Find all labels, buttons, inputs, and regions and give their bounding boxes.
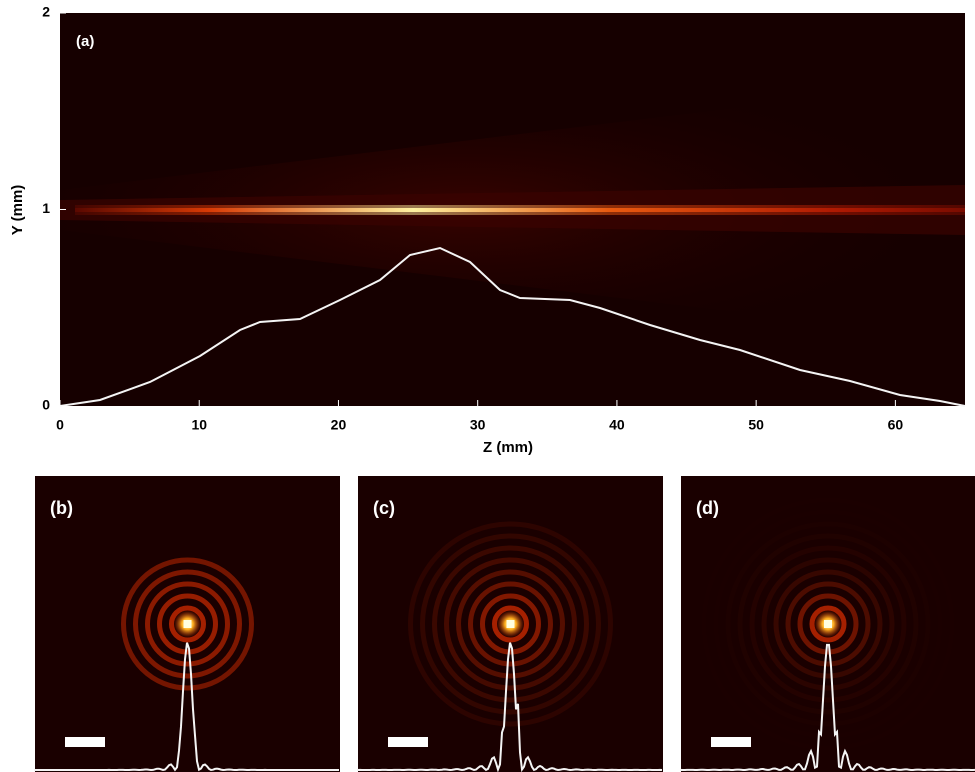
figure: (a) Z (mm) Y (mm) 0 10 20 30 40 50 60 0 1 2 (b) (c… bbox=[0, 0, 975, 772]
x-tick-label: 10 bbox=[191, 417, 207, 433]
panel-label: (b) bbox=[50, 498, 73, 518]
x-tick-label: 50 bbox=[748, 417, 764, 433]
central-spot-core bbox=[184, 620, 192, 628]
x-tick-label: 40 bbox=[609, 417, 625, 433]
central-spot-core bbox=[507, 620, 515, 628]
x-axis-label: Z (mm) bbox=[483, 439, 533, 456]
y-axis-label: Y (mm) bbox=[9, 185, 26, 236]
x-tick-label: 60 bbox=[888, 417, 904, 433]
x-tick-label: 0 bbox=[56, 417, 64, 433]
y-tick-label: 0 bbox=[42, 397, 50, 413]
scale-bar bbox=[711, 737, 751, 747]
scale-bar bbox=[65, 737, 105, 747]
panel-label: (c) bbox=[373, 498, 395, 518]
scale-bar bbox=[388, 737, 428, 747]
panel-label: (d) bbox=[696, 498, 719, 518]
y-tick-label: 2 bbox=[42, 4, 50, 20]
y-tick-label: 1 bbox=[42, 200, 50, 216]
x-tick-label: 30 bbox=[470, 417, 486, 433]
panel-label: (a) bbox=[76, 33, 94, 50]
x-tick-label: 20 bbox=[331, 417, 347, 433]
beam bbox=[75, 208, 965, 212]
central-spot-core bbox=[824, 620, 832, 628]
